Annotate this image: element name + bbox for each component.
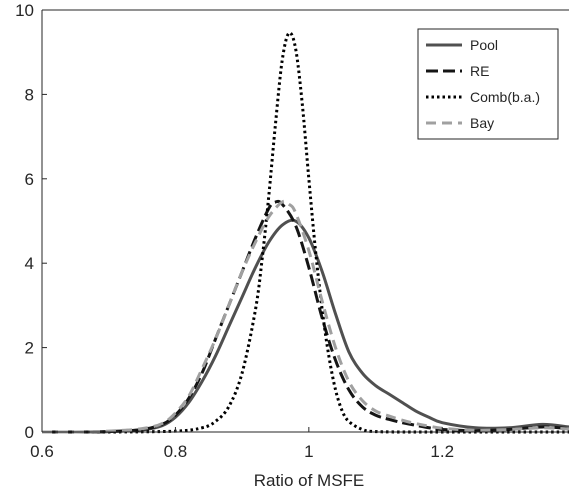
x-tick-label: 1.2 — [430, 442, 454, 461]
x-tick-label: 1 — [304, 442, 313, 461]
y-tick-label: 10 — [15, 1, 34, 20]
y-tick-label: 8 — [25, 85, 34, 104]
axes — [41, 9, 569, 433]
legend-label-bay: Bay — [470, 115, 494, 131]
series-line-bay — [41, 199, 569, 434]
legend: Pool RE Comb(b.a.) Bay — [417, 28, 559, 140]
ticks: 0 2 4 6 8 10 0.6 0.8 1 1.2 — [15, 1, 454, 461]
legend-label-pool: Pool — [470, 37, 498, 53]
y-tick-label: 6 — [25, 170, 34, 189]
legend-label-re: RE — [470, 63, 489, 79]
y-tick-label: 2 — [25, 339, 34, 358]
legend-label-comb-b-a: Comb(b.a.) — [470, 89, 540, 105]
series-line-pool — [41, 218, 569, 434]
x-axis-label: Ratio of MSFE — [254, 471, 365, 490]
legend-box — [417, 28, 559, 140]
series-line-comb-b-a — [41, 31, 569, 434]
y-tick-label: 4 — [25, 254, 34, 273]
y-tick-label: 0 — [25, 423, 34, 442]
x-tick-label: 0.6 — [30, 442, 54, 461]
series-curves — [41, 31, 569, 434]
x-tick-label: 0.8 — [164, 442, 188, 461]
